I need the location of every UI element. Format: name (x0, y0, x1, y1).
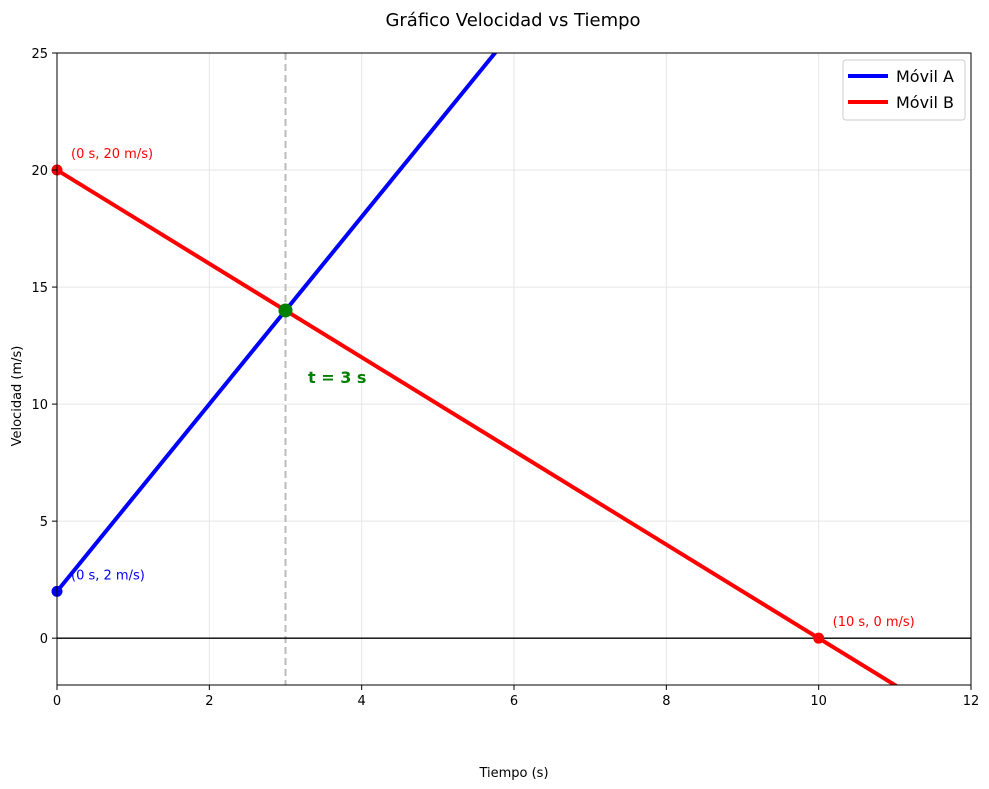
y-tick-label: 10 (31, 398, 48, 413)
data-point (813, 632, 825, 644)
grid-lines (56, 52, 972, 685)
x-axis-title: Tiempo (s) (478, 766, 548, 781)
x-tick-label: 4 (358, 694, 366, 709)
y-tick-label: 0 (40, 632, 48, 647)
data-point-label: (10 s, 0 m/s) (833, 615, 915, 630)
x-tick-label: 6 (510, 694, 518, 709)
x-tick-label: 0 (53, 694, 61, 709)
x-tick-label: 10 (810, 694, 827, 709)
intersection-point (278, 303, 293, 318)
y-tick-label: 20 (31, 164, 48, 179)
y-tick-label: 25 (31, 47, 48, 62)
x-tick-label: 8 (662, 694, 670, 709)
y-axis-title: Velocidad (m/s) (10, 346, 25, 447)
x-tick-label: 12 (963, 694, 980, 709)
legend-label: Móvil B (896, 93, 954, 112)
y-tick-label: 15 (31, 281, 48, 296)
data-markers: (0 s, 2 m/s) (0 s, 20 m/s) (10 s, 0 m/s) (51, 147, 915, 644)
legend: Móvil A Móvil B (842, 59, 966, 121)
legend-label: Móvil A (896, 67, 954, 86)
axis-ticks: 0 2 4 6 8 10 12 0 5 10 15 20 25 (31, 47, 979, 709)
series-line-movil-a (57, 53, 498, 593)
x-tick-label: 2 (205, 694, 213, 709)
chart-title: Gráfico Velocidad vs Tiempo (385, 10, 640, 31)
intersection-label: t = 3 s (308, 368, 366, 387)
data-point-label: (0 s, 20 m/s) (71, 147, 153, 162)
data-point-label: (0 s, 2 m/s) (71, 568, 145, 583)
y-tick-label: 5 (40, 515, 48, 530)
